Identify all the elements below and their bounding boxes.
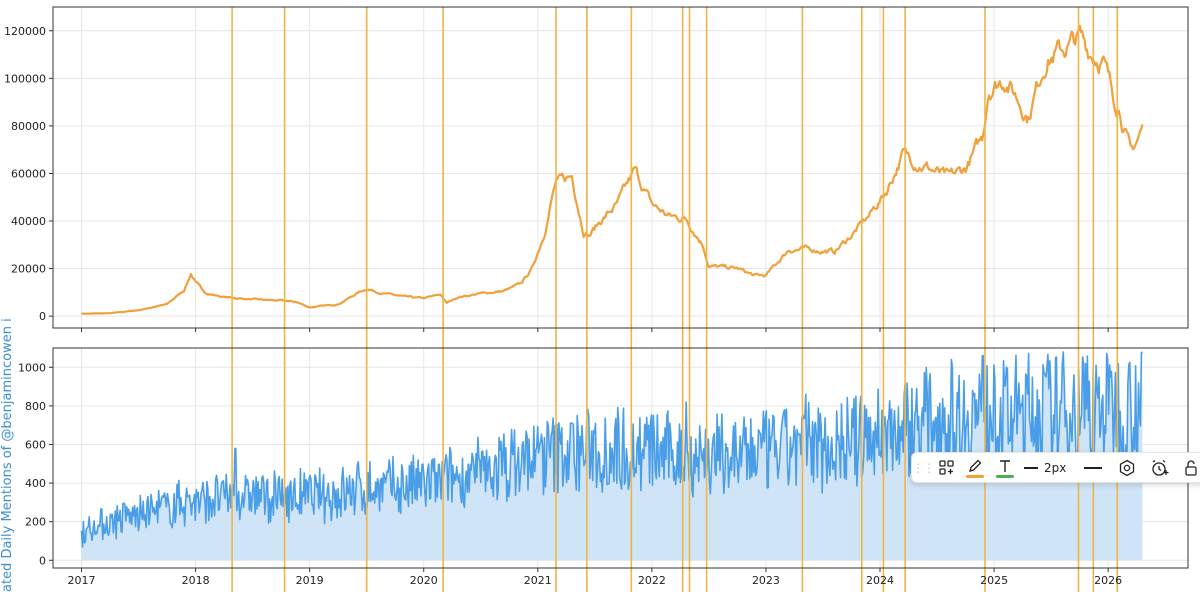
price-ytick-label: 60000	[11, 167, 46, 180]
price-series-line	[81, 24, 1144, 315]
lock-button[interactable]	[1184, 456, 1198, 480]
xtick-label: 2025	[980, 574, 1008, 587]
xtick-label: 2017	[68, 574, 96, 587]
price-ytick-label: 80000	[11, 120, 46, 133]
x-axis: 2017 2018 2019 2020 2021 2022 2023 2024 2025 2026	[68, 328, 1122, 587]
xtick-label: 2022	[638, 574, 666, 587]
xtick-label: 2024	[866, 574, 894, 587]
drawing-toolbar[interactable]: ⋮⋮ 2px	[911, 452, 1200, 483]
price-panel-frame	[52, 6, 1189, 329]
lock-icon	[1185, 459, 1198, 476]
xtick-label: 2023	[752, 574, 780, 587]
text-color-indicator	[996, 474, 1014, 478]
mentions-series-line	[80, 351, 1143, 548]
mentions-ylabel: ated Daily Mentions of @benjamincowen i	[0, 318, 15, 592]
mentions-ytick-label: 400	[25, 477, 46, 490]
xtick-label: 2019	[296, 574, 324, 587]
mentions-ytick-label: 600	[25, 438, 46, 451]
line-width-label: 2px	[1044, 460, 1067, 475]
price-ytick-label: 40000	[11, 215, 46, 228]
price-panel: 0 20000 40000 60000 80000 100000 120000	[4, 7, 1188, 328]
alarm-clock-add-icon	[1152, 459, 1169, 476]
price-ytick-label: 120000	[4, 25, 46, 38]
line-style-icon	[1084, 466, 1103, 469]
event-lines	[231, 7, 1119, 592]
drag-handle[interactable]: ⋮⋮	[912, 460, 935, 475]
text-tool-button[interactable]	[994, 456, 1016, 480]
add-alert-button[interactable]	[1150, 456, 1170, 480]
price-plot-area	[53, 7, 1188, 328]
line-style-selector[interactable]	[1084, 456, 1103, 480]
hexagon-settings-icon	[1120, 459, 1135, 476]
mentions-ytick-label: 1000	[18, 361, 46, 374]
mentions-ytick-label: 0	[39, 554, 46, 567]
pencil-tool-button[interactable]	[964, 456, 986, 480]
xtick-label: 2026	[1094, 574, 1122, 587]
line-width-selector[interactable]: 2px	[1024, 456, 1066, 480]
settings-button[interactable]	[1118, 456, 1136, 480]
add-shape-icon[interactable]	[938, 456, 956, 480]
price-ytick-label: 100000	[4, 72, 46, 85]
mentions-ytick-label: 800	[25, 400, 46, 413]
xtick-label: 2021	[524, 574, 552, 587]
xtick-label: 2018	[182, 574, 210, 587]
text-icon	[1000, 459, 1010, 472]
price-ytick-label: 20000	[11, 263, 46, 276]
pencil-color-indicator	[966, 474, 984, 478]
pencil-icon	[969, 459, 982, 472]
xtick-label: 2020	[410, 574, 438, 587]
price-ytick-label: 0	[39, 310, 46, 323]
mentions-ytick-label: 200	[25, 516, 46, 529]
line-width-icon	[1024, 466, 1038, 469]
